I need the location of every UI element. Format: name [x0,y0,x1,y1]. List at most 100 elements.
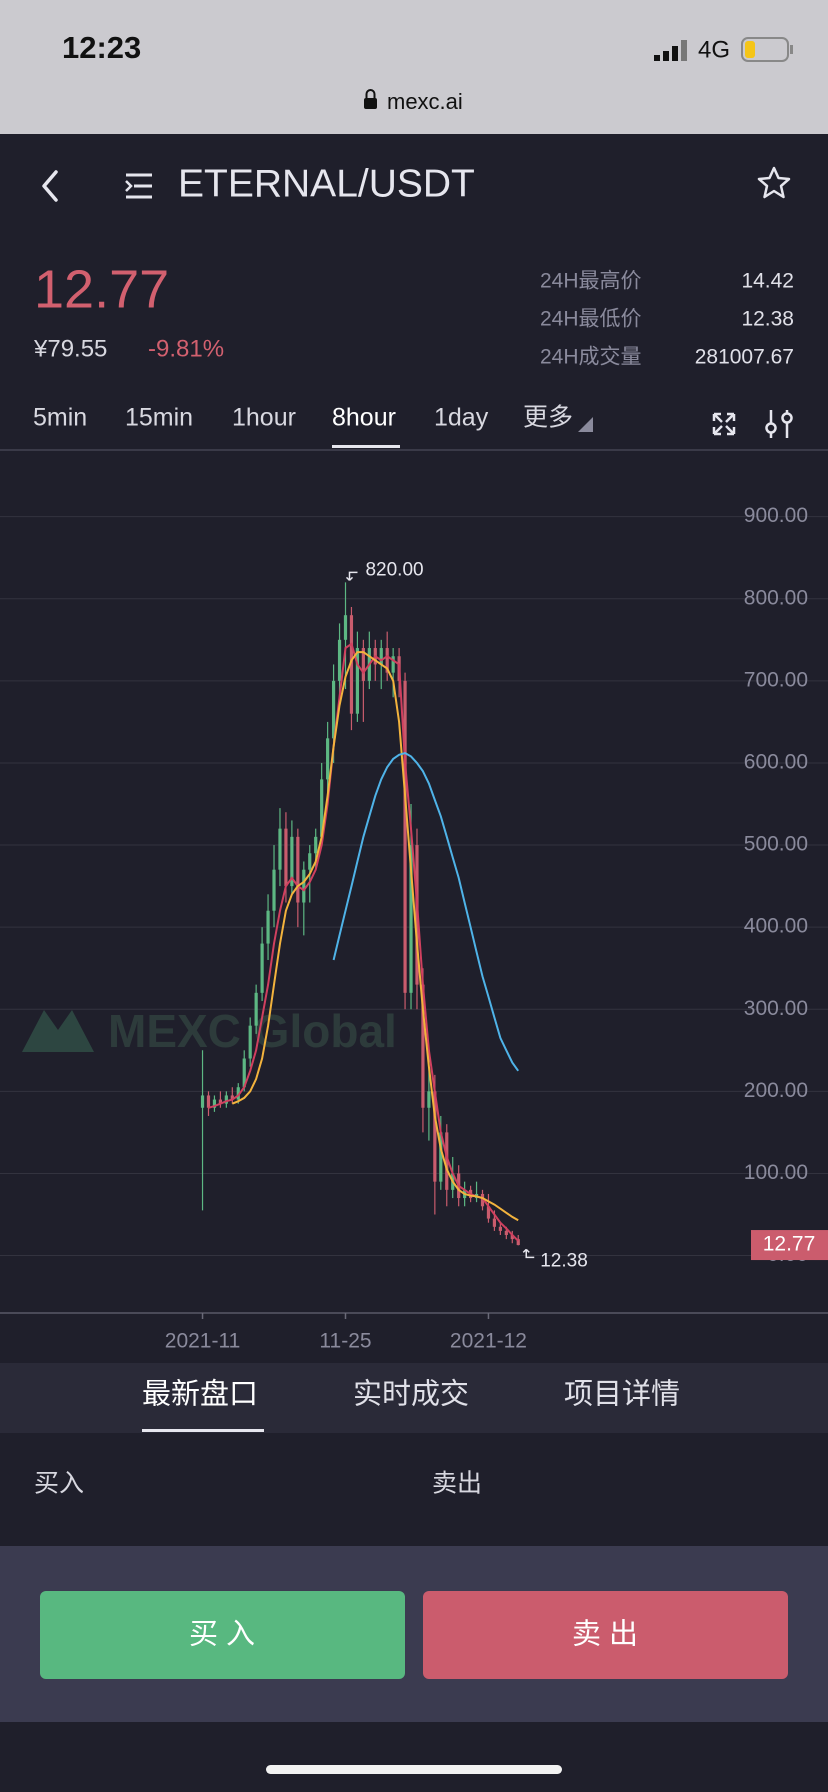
stat-value: 14.42 [741,270,794,293]
more-caret [578,417,593,432]
candle-body [409,845,413,993]
candle-body [278,828,282,870]
stats: 24H最高价 14.42 24H最低价 12.38 24H成交量 281007.67 [540,270,794,369]
candle-body [212,1099,217,1108]
candle-body [433,1091,437,1182]
active-indicator [332,445,400,448]
interval-tab[interactable]: 8hour [332,404,396,432]
interval-tab[interactable]: 1day [434,404,489,432]
tab[interactable]: 最新盘口 [142,1378,258,1411]
candle-body [504,1230,508,1236]
tab-indicator [142,1429,264,1432]
moving-average-line [208,642,519,1242]
buy-button[interactable] [40,1591,405,1679]
y-tick-label: 300.00 [744,997,808,1020]
stat-label: 24H最高价 [540,270,642,293]
candle-body [230,1095,234,1100]
candle-body [266,910,270,944]
candle-body [254,992,258,1026]
tab[interactable]: 项目详情 [564,1378,680,1411]
candle-body [224,1095,228,1104]
interval-tab[interactable]: 1hour [232,404,296,432]
candle-body [337,639,342,681]
candle-body [320,779,324,837]
pair-title: ETERNAL/USDT [178,162,475,205]
y-tick-label: 500.00 [744,833,808,856]
candle-body [272,869,276,911]
main-bg [0,134,828,1363]
x-tick-label: 2021-11 [165,1330,241,1353]
last-price-tag [751,1230,828,1261]
candle-body [284,828,288,887]
candle-body [391,656,395,673]
candle-body [314,836,318,854]
stat-value: 12.38 [741,308,794,331]
candle-body [445,1132,449,1190]
candle-body [236,1087,240,1100]
candle-body [343,615,348,640]
annotation-arrow [345,571,358,581]
interval-tab[interactable]: 5min [33,404,87,432]
candle-body [492,1218,497,1227]
candle-body [498,1226,502,1231]
interval-tab[interactable]: 更多 [523,404,573,432]
y-tick-label: 100.00 [744,1161,808,1184]
candle-body [248,1025,252,1059]
candle-body [296,836,300,903]
price-change: -9.81% [148,335,224,362]
lock-icon [364,89,377,109]
candle-body [385,648,389,673]
candle-body [218,1099,223,1104]
tab-bar: 最新盘口 实时成交 项目详情 [142,1378,680,1432]
candle-body [290,836,294,887]
tab[interactable]: 实时成交 [353,1378,469,1411]
y-tick-label: 600.00 [744,751,808,774]
y-tick-label: 200.00 [744,1079,808,1102]
annotation-arrow [522,1248,535,1259]
home-indicator [266,1765,562,1774]
sell-button[interactable] [423,1591,788,1679]
max-label: 820.00 [365,559,423,580]
candle-body [308,853,312,870]
battery-icon [741,37,793,62]
y-tick-label: 400.00 [744,915,808,938]
stat-label: 24H成交量 [540,346,642,369]
back-button[interactable] [42,170,58,202]
candle-body [379,648,383,665]
favorite-button[interactable] [757,166,791,199]
last-price-tag-label: 12.77 [763,1233,816,1256]
network-label: 4G [698,36,730,63]
status-bar-bg [0,0,828,134]
moving-average-line [231,651,519,1222]
candle-body [302,869,306,903]
moving-average-line [332,752,520,1072]
candle-body [486,1206,491,1219]
candle-body [480,1193,485,1207]
y-tick-label: 800.00 [744,586,808,609]
candle-body [200,1095,205,1108]
candle-body [427,1091,431,1108]
candle-body [421,984,425,1108]
chart: MEXC Global0.00100.00200.00300.00400.005… [0,504,828,1353]
clock: 12:23 [62,30,141,65]
fullscreen-button[interactable] [712,412,736,436]
price-cny: ¥79.55 [33,335,107,362]
last-price: 12.77 [34,259,169,319]
y-tick-label: 900.00 [744,504,808,527]
stat-label: 24H最低价 [540,308,642,331]
x-tick-label: 2021-12 [450,1330,527,1353]
candle-body [349,615,354,714]
min-label: 12.38 [540,1250,588,1271]
candle-body [510,1235,514,1240]
stat-value: 281007.67 [695,346,794,369]
menu-button[interactable] [125,173,152,199]
watermark-logo [22,1010,94,1052]
interval-tab[interactable]: 15min [125,404,193,432]
settings-button[interactable] [765,410,793,438]
url: mexc.ai [387,89,463,114]
candle-body [403,680,407,993]
candle-body [326,738,330,780]
candle-body [355,648,360,714]
candle-body [242,1058,246,1088]
